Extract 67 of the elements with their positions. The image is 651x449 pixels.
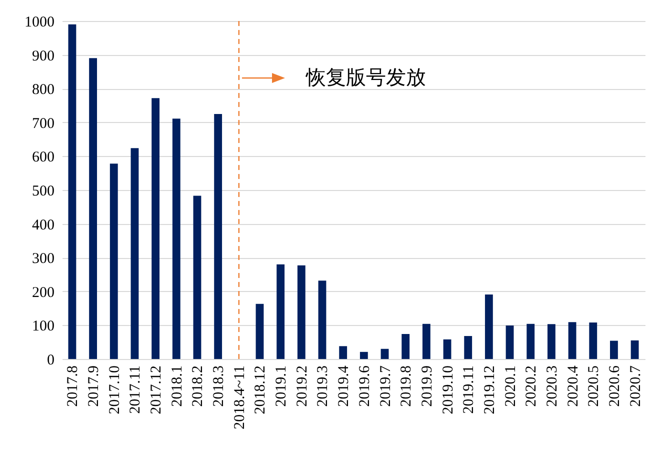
y-tick-label: 1000	[24, 14, 54, 30]
bar	[526, 324, 535, 359]
x-tick-label: 2019.11	[461, 366, 478, 414]
x-tick-label: 2017.11	[128, 366, 144, 414]
x-tick-label: 2020.5	[586, 366, 602, 407]
x-tick-label: 2018.1	[169, 366, 186, 407]
bar	[318, 280, 326, 359]
x-tick-label: 2020.4	[565, 365, 582, 407]
bar	[276, 264, 285, 359]
bar	[152, 98, 160, 359]
x-tick-label: 2017.8	[65, 366, 82, 407]
bar	[422, 324, 430, 359]
x-tick-label: 2019.9	[419, 366, 436, 407]
x-tick-label: 2020.1	[502, 366, 519, 407]
y-tick-label: 600	[32, 150, 54, 166]
bar	[464, 336, 472, 359]
y-tick-label: 500	[32, 184, 54, 200]
x-tick-label: 2020.3	[544, 366, 560, 407]
y-tick-label: 200	[32, 284, 54, 301]
x-tick-label: 2017.9	[86, 366, 102, 407]
y-tick-label: 300	[32, 251, 54, 268]
bar	[172, 118, 180, 359]
x-tick-label: 2019.10	[440, 366, 456, 414]
bar	[443, 339, 452, 359]
bar	[402, 334, 410, 359]
y-tick-label: 900	[32, 48, 54, 64]
bar	[630, 340, 639, 359]
x-tick-label: 2020.6	[606, 365, 623, 407]
bar	[380, 348, 389, 359]
x-tick-label: 2017.12	[148, 366, 165, 414]
annotation: 恢复版号发放	[305, 65, 426, 89]
bar	[214, 114, 222, 359]
y-tick-label: 100	[32, 318, 54, 335]
x-tick-label: 2018.3	[211, 366, 228, 407]
x-tick-label: 2020.7	[628, 365, 644, 407]
bar	[256, 304, 264, 359]
bar	[610, 340, 618, 359]
bar	[568, 322, 576, 359]
x-tick-label: 2019.2	[294, 366, 310, 407]
y-tick-label: 400	[32, 217, 54, 234]
y-tick-label: 800	[32, 82, 54, 98]
bar	[339, 346, 348, 359]
bar	[89, 58, 98, 359]
x-tick-label: 2018.4~11	[232, 366, 248, 430]
x-tick-label: 2017.10	[106, 366, 123, 414]
x-tick-label: 2019.6	[356, 365, 373, 407]
bar	[130, 148, 139, 359]
bar	[193, 196, 202, 359]
bar	[110, 164, 118, 359]
bar	[484, 294, 493, 359]
x-tick-label: 2018.2	[190, 366, 206, 407]
bar	[68, 24, 76, 359]
bar	[547, 324, 556, 359]
y-tick-label: 700	[32, 116, 54, 132]
x-tick-label: 2020.2	[524, 366, 540, 407]
bar	[589, 322, 598, 359]
x-tick-label: 2019.7	[378, 365, 394, 407]
bar	[360, 352, 368, 359]
bar	[506, 326, 514, 359]
x-tick-label: 2019.8	[398, 366, 415, 407]
x-tick-label: 2019.3	[315, 366, 332, 407]
x-tick-label: 2018.12	[252, 366, 269, 414]
x-tick-label: 2019.12	[482, 366, 498, 414]
bar	[297, 265, 306, 359]
x-tick-label: 2019.4	[336, 365, 352, 407]
x-tick-label: 2019.1	[274, 366, 290, 407]
y-tick-label: 0	[47, 352, 54, 368]
